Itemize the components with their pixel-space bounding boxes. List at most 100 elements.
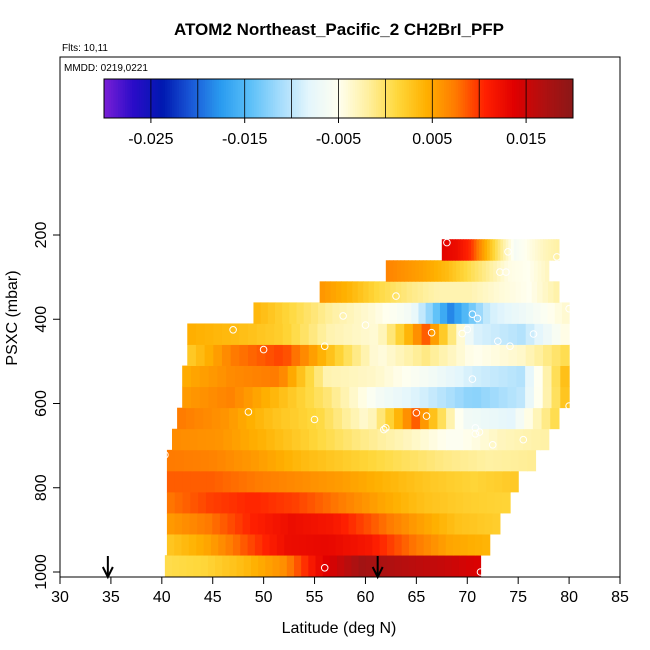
- colorbar-swatch: [561, 79, 565, 118]
- colorbar-swatch: [129, 79, 133, 118]
- heatmap-cell: [318, 470, 328, 493]
- heatmap-cell: [490, 323, 501, 345]
- heatmap-cell: [533, 260, 539, 282]
- heatmap-cell: [270, 386, 280, 409]
- heatmap-cell: [193, 555, 202, 577]
- sample-point: [476, 568, 485, 576]
- colorbar-swatch: [530, 79, 534, 118]
- colorbar-swatch: [218, 79, 222, 118]
- colorbar-swatch: [551, 79, 555, 118]
- heatmap-cell: [481, 365, 491, 388]
- colorbar-swatch: [425, 79, 429, 118]
- colorbar-swatch: [404, 79, 408, 118]
- heatmap-cell: [318, 302, 326, 324]
- heatmap-cell: [560, 323, 570, 345]
- heatmap-cell: [265, 344, 275, 366]
- heatmap-cell: [494, 491, 503, 514]
- colorbar-swatch: [446, 79, 450, 118]
- heatmap-cell: [408, 260, 413, 282]
- heatmap-cell: [505, 239, 509, 261]
- heatmap-cell: [432, 302, 441, 324]
- heatmap-cell: [530, 260, 535, 282]
- sample-point: [488, 441, 497, 449]
- x-tick-label: 75: [509, 589, 527, 606]
- heatmap-cell: [346, 491, 355, 514]
- heatmap-cell: [308, 344, 319, 366]
- heatmap-cell: [200, 449, 210, 472]
- colorbar-swatch: [387, 79, 391, 118]
- heatmap-cell: [488, 428, 498, 451]
- heatmap-cell: [310, 513, 319, 535]
- colorbar-swatch: [209, 79, 213, 118]
- x-tick-label: 85: [611, 589, 629, 606]
- heatmap-cell: [177, 407, 187, 430]
- sample-point: [458, 329, 467, 338]
- heatmap-cell: [299, 491, 308, 514]
- heatmap-cell: [342, 470, 352, 493]
- heatmap-cell: [411, 428, 421, 451]
- heatmap-cell: [467, 260, 472, 282]
- colorbar-swatch: [481, 79, 485, 118]
- heatmap-cell: [278, 365, 289, 388]
- colorbar-swatch: [139, 79, 143, 118]
- heatmap-cell: [368, 407, 378, 430]
- heatmap-cell: [487, 239, 491, 261]
- heatmap-cell: [412, 281, 419, 303]
- colorbar-swatch: [549, 79, 553, 118]
- heatmap-cell: [534, 323, 544, 345]
- heatmap-cell: [223, 428, 233, 451]
- heatmap-cell: [189, 513, 198, 535]
- heatmap-cell: [317, 323, 327, 345]
- heatmap-cell: [174, 534, 183, 556]
- heatmap-cell: [291, 344, 301, 366]
- heatmap-cell: [348, 513, 357, 535]
- colorbar-swatch: [479, 79, 483, 118]
- heatmap-cell: [501, 449, 511, 472]
- heatmap-cell: [221, 323, 232, 345]
- colorbar-swatch: [261, 79, 264, 118]
- heatmap-cell: [547, 302, 556, 324]
- heatmap-cell: [444, 239, 448, 261]
- heatmap-cell: [542, 239, 547, 261]
- heatmap-cell: [352, 323, 362, 345]
- heatmap-cell: [190, 470, 200, 493]
- colorbar-swatch: [448, 79, 452, 118]
- heatmap-cell: [334, 428, 344, 451]
- heatmap-cell: [294, 470, 304, 493]
- heatmap-cell: [359, 407, 369, 430]
- colorbar-swatch: [169, 79, 173, 118]
- colorbar-swatch: [453, 79, 457, 118]
- heatmap-cell: [294, 555, 302, 577]
- heatmap-cell: [326, 344, 336, 366]
- colorbar-swatch: [279, 79, 283, 118]
- colorbar-swatch: [148, 79, 152, 118]
- heatmap-cell: [485, 449, 495, 472]
- heatmap-cell: [340, 365, 350, 388]
- heatmap-cell: [453, 534, 461, 556]
- heatmap-cell: [314, 386, 324, 409]
- heatmap-cell: [182, 491, 191, 514]
- heatmap-cell: [560, 365, 570, 388]
- heatmap-cell: [262, 470, 272, 493]
- heatmap-cell: [382, 470, 392, 493]
- heatmap-cell: [187, 323, 197, 345]
- heatmap-cell: [460, 239, 464, 261]
- heatmap-cell: [463, 491, 472, 514]
- heatmap-cell: [217, 449, 227, 472]
- heatmap-cell: [343, 428, 353, 451]
- heatmap-cell: [185, 407, 196, 430]
- heatmap-cell: [197, 513, 206, 535]
- heatmap-cell: [369, 491, 379, 514]
- colorbar-swatch: [521, 79, 525, 118]
- colorbar-swatch: [174, 79, 178, 118]
- colorbar-swatch: [444, 79, 447, 118]
- heatmap-cell: [410, 365, 421, 388]
- colorbar-swatch: [514, 79, 518, 118]
- colorbar-swatch: [399, 79, 403, 118]
- heatmap-cell: [430, 344, 440, 366]
- heatmap-cell: [454, 386, 465, 409]
- heatmap-cell: [430, 555, 439, 577]
- heatmap-cell: [471, 281, 478, 303]
- heatmap-cell: [243, 386, 254, 409]
- heatmap-cell: [250, 449, 260, 472]
